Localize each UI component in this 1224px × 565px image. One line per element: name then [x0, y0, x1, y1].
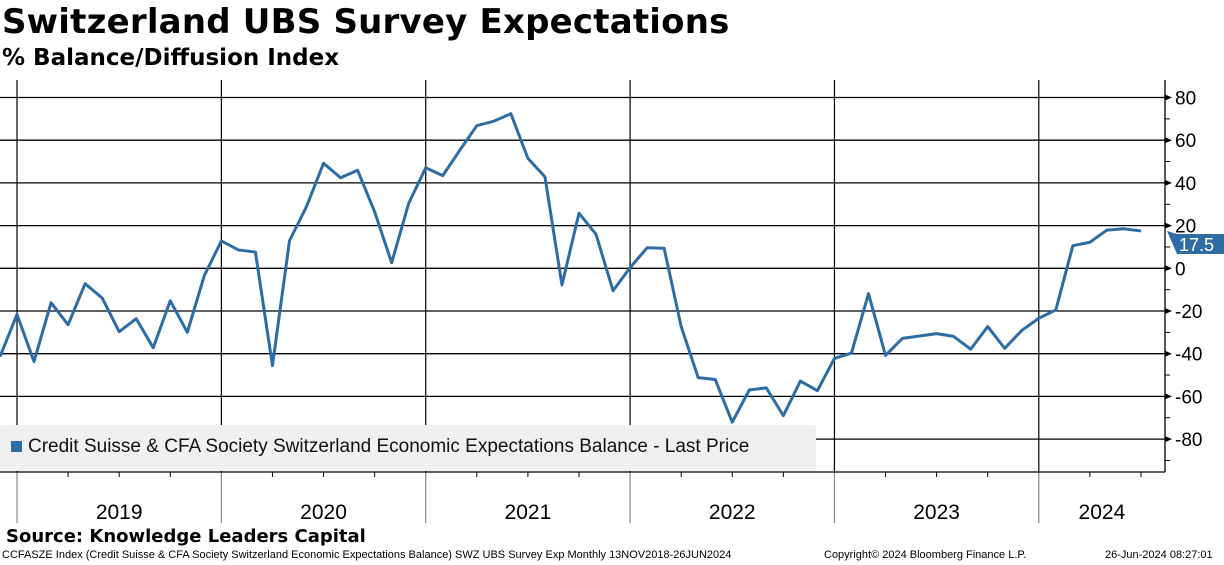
footer-timestamp: 26-Jun-2024 08:27:01 [1105, 549, 1213, 561]
x-tick-label: 2024 [1079, 501, 1126, 524]
x-tick-label: 2020 [300, 501, 347, 524]
y-tick-marker [1165, 179, 1172, 186]
y-tick-label: 60 [1175, 131, 1196, 152]
chart-title: Switzerland UBS Survey Expectations [2, 2, 730, 42]
y-tick-marker [1165, 265, 1172, 272]
y-tick-label: 80 [1175, 89, 1196, 110]
legend: Credit Suisse & CFA Society Switzerland … [0, 425, 816, 471]
y-tick-marker [1165, 436, 1172, 443]
y-tick-marker [1165, 350, 1172, 357]
series-line [0, 112, 1142, 424]
chart-subtitle: % Balance/Diffusion Index [2, 45, 340, 71]
last-value-label: 17.5 [1179, 235, 1214, 255]
y-tick-label: -60 [1175, 387, 1202, 408]
x-tick-label: 2021 [505, 501, 552, 524]
y-tick-label: 0 [1175, 259, 1186, 280]
y-tick-label: 40 [1175, 174, 1196, 195]
y-tick-label: -40 [1175, 345, 1202, 366]
footer-copyright: Copyright© 2024 Bloomberg Finance L.P. [824, 549, 1027, 561]
y-tick-marker [1165, 393, 1172, 400]
y-tick-label: -80 [1175, 430, 1202, 451]
source-note: Source: Knowledge Leaders Capital [6, 526, 366, 547]
legend-label: Credit Suisse & CFA Society Switzerland … [28, 436, 750, 457]
y-tick-label: 20 [1175, 217, 1196, 238]
footer-description: CCFASZE Index (Credit Suisse & CFA Socie… [2, 549, 732, 561]
x-tick-label: 2023 [913, 501, 960, 524]
y-tick-marker [1165, 94, 1172, 101]
y-tick-marker [1165, 222, 1172, 229]
legend-swatch [11, 441, 22, 452]
y-tick-marker [1165, 137, 1172, 144]
y-tick-marker [1165, 308, 1172, 314]
x-tick-label: 2022 [709, 501, 756, 524]
y-tick-label: -20 [1175, 302, 1202, 323]
last-value-tag [1167, 230, 1224, 254]
x-tick-label: 2019 [96, 501, 143, 524]
